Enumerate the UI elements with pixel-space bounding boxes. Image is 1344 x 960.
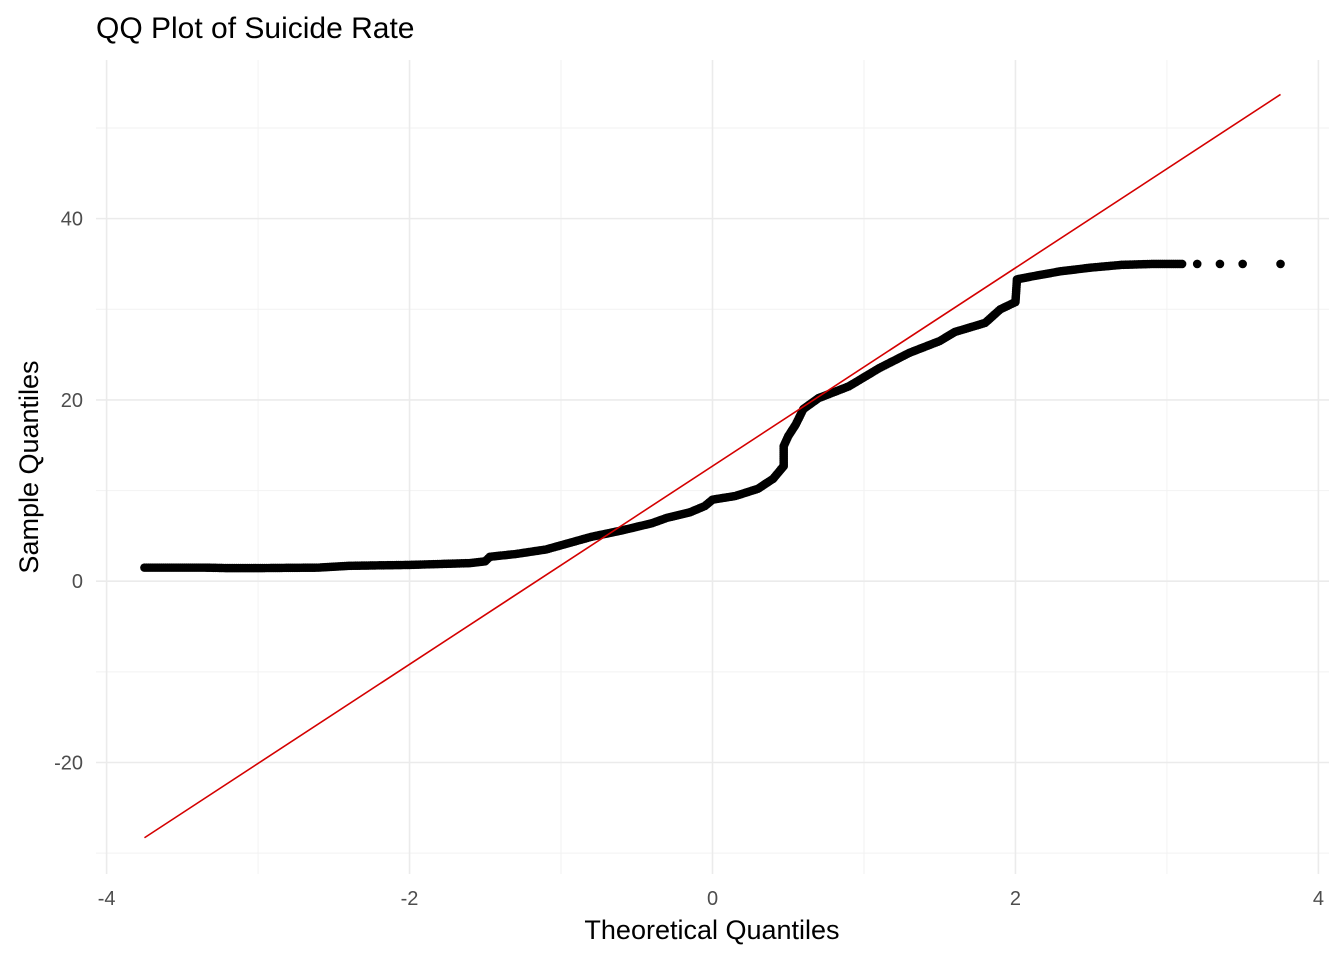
y-tick-label: -20 — [54, 753, 83, 775]
y-tick-label: 0 — [72, 571, 83, 593]
x-tick-label: 4 — [1313, 888, 1324, 910]
sample-point — [1238, 259, 1247, 269]
x-tick-label: -2 — [401, 888, 419, 910]
y-tick-label: 20 — [61, 390, 83, 412]
sample-point — [1192, 259, 1202, 269]
y-tick-label: 40 — [61, 209, 83, 231]
chart-title: QQ Plot of Suicide Rate — [96, 12, 415, 45]
points-layer — [140, 259, 1285, 573]
sample-point — [1177, 259, 1187, 269]
sample-point — [1276, 259, 1285, 269]
grid-layer — [96, 60, 1329, 874]
reference-line-layer — [144, 93, 1281, 839]
sample-point — [1215, 259, 1225, 269]
x-tick-label: 0 — [707, 888, 718, 910]
x-tick-label: -4 — [98, 888, 116, 910]
qq-reference-line — [144, 93, 1281, 839]
y-axis-title: Sample Quantiles — [14, 360, 44, 573]
x-tick-label: 2 — [1010, 888, 1021, 910]
x-axis-title: Theoretical Quantiles — [584, 915, 839, 945]
